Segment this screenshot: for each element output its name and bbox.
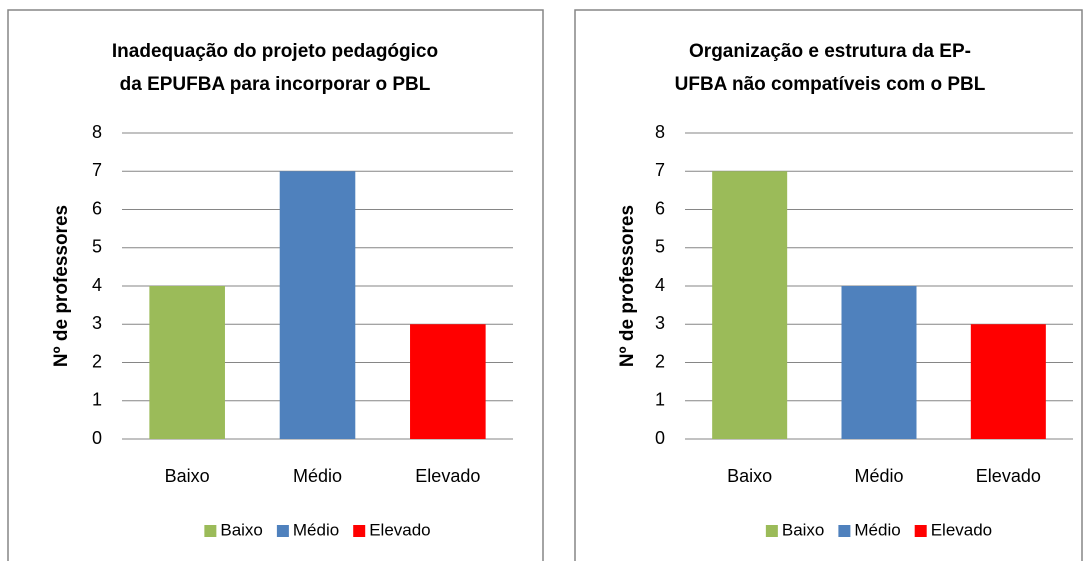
chart-title: UFBA não compatíveis com o PBL	[675, 74, 986, 95]
legend-swatch	[838, 525, 851, 537]
y-tick-label: 3	[92, 313, 102, 333]
legend-label: Médio	[854, 520, 900, 539]
x-tick-label: Baixo	[165, 466, 210, 486]
y-tick-label: 0	[655, 428, 665, 448]
legend-label: Elevado	[931, 520, 992, 539]
y-tick-label: 2	[655, 351, 665, 371]
y-tick-label: 0	[92, 428, 102, 448]
bar	[841, 286, 917, 439]
x-tick-label: Elevado	[976, 466, 1041, 486]
y-axis-label: Nº de professores	[617, 205, 638, 367]
legend-swatch	[276, 525, 289, 537]
y-axis-label: Nº de professores	[51, 205, 72, 367]
y-tick-label: 8	[92, 122, 102, 142]
bar	[410, 324, 486, 439]
y-tick-label: 7	[655, 160, 665, 180]
bar	[712, 171, 788, 439]
y-tick-label: 8	[655, 122, 665, 142]
legend-swatch	[353, 525, 366, 537]
x-tick-label: Médio	[854, 466, 903, 486]
y-tick-label: 5	[92, 237, 102, 257]
y-tick-label: 6	[655, 198, 665, 218]
legend-label: Baixo	[782, 520, 825, 539]
y-tick-label: 2	[92, 351, 102, 371]
x-tick-label: Médio	[293, 466, 342, 486]
y-tick-label: 1	[655, 390, 665, 410]
chart-title: Organização e estrutura da EP-	[689, 41, 971, 62]
y-tick-label: 5	[655, 237, 665, 257]
legend-label: Médio	[293, 520, 339, 539]
legend-label: Elevado	[369, 520, 430, 539]
legend-swatch	[204, 525, 217, 537]
y-tick-label: 7	[92, 160, 102, 180]
y-tick-label: 6	[92, 198, 102, 218]
legend-swatch	[914, 525, 927, 537]
chart-title: da EPUFBA para incorporar o PBL	[120, 74, 431, 95]
legend-swatch	[765, 525, 778, 537]
bar	[279, 171, 356, 439]
x-tick-label: Baixo	[727, 466, 772, 486]
y-tick-label: 4	[655, 275, 665, 295]
y-tick-label: 3	[655, 313, 665, 333]
chart-title: Inadequação do projeto pedagógico	[112, 41, 438, 62]
bar	[149, 286, 225, 439]
bar	[970, 324, 1046, 439]
x-tick-label: Elevado	[415, 466, 480, 486]
y-tick-label: 1	[92, 390, 102, 410]
y-tick-label: 4	[92, 275, 102, 295]
legend-label: Baixo	[220, 520, 263, 539]
